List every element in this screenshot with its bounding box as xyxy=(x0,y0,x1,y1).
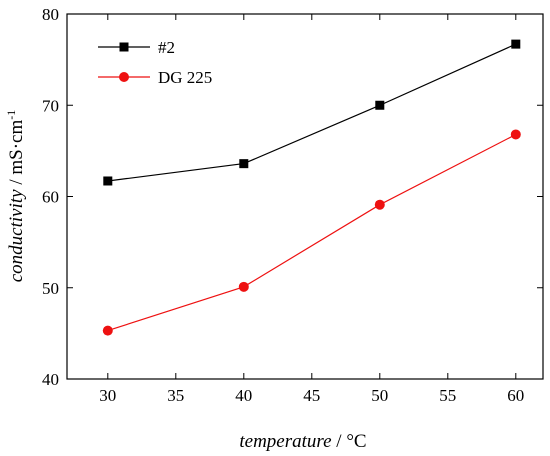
y-tick-label: 60 xyxy=(42,188,59,207)
x-tick-label: 45 xyxy=(303,386,320,405)
x-tick-label: 55 xyxy=(439,386,456,405)
x-tick-label: 30 xyxy=(99,386,116,405)
data-point-square xyxy=(511,39,521,49)
plot-area xyxy=(66,13,544,380)
x-tick-label: 60 xyxy=(507,386,524,405)
y-axis-title-unit: / mS·cm xyxy=(6,120,27,190)
series-layer xyxy=(102,39,521,336)
series-line-2 xyxy=(107,133,517,332)
x-tick-label: 40 xyxy=(235,386,252,405)
y-tick-label: 50 xyxy=(42,279,59,298)
legend-marker-circle xyxy=(119,72,129,82)
x-axis-title-unit: / °C xyxy=(332,431,367,452)
legend: #2 DG 225 xyxy=(98,38,212,87)
data-point-square xyxy=(239,159,249,169)
legend-marker-square xyxy=(119,42,129,52)
y-axis-title-sup: -1 xyxy=(4,110,18,120)
data-point-square xyxy=(103,176,113,186)
y-tick-label: 40 xyxy=(42,370,59,389)
series-line-1 xyxy=(107,43,517,182)
data-point-circle xyxy=(238,281,249,292)
x-tick-label: 35 xyxy=(167,386,184,405)
y-axis-title: conductivity / mS·cm-1 xyxy=(4,110,27,283)
data-point-circle xyxy=(374,199,385,210)
x-axis-title-italic: temperature xyxy=(239,431,331,452)
y-tick-label: 80 xyxy=(42,5,59,24)
axis-ticks: 30 35 40 45 50 55 60 40 50 60 70 80 xyxy=(42,5,543,405)
data-point-square xyxy=(375,100,385,110)
y-axis-title-italic: conductivity xyxy=(6,189,27,282)
y-tick-label: 70 xyxy=(42,96,59,115)
data-point-circle xyxy=(510,129,521,140)
x-axis-title: temperature / °C xyxy=(239,431,366,452)
x-tick-label: 50 xyxy=(371,386,388,405)
legend-label-1: #2 xyxy=(158,38,175,57)
legend-label-2: DG 225 xyxy=(158,68,212,87)
data-point-circle xyxy=(102,325,113,336)
